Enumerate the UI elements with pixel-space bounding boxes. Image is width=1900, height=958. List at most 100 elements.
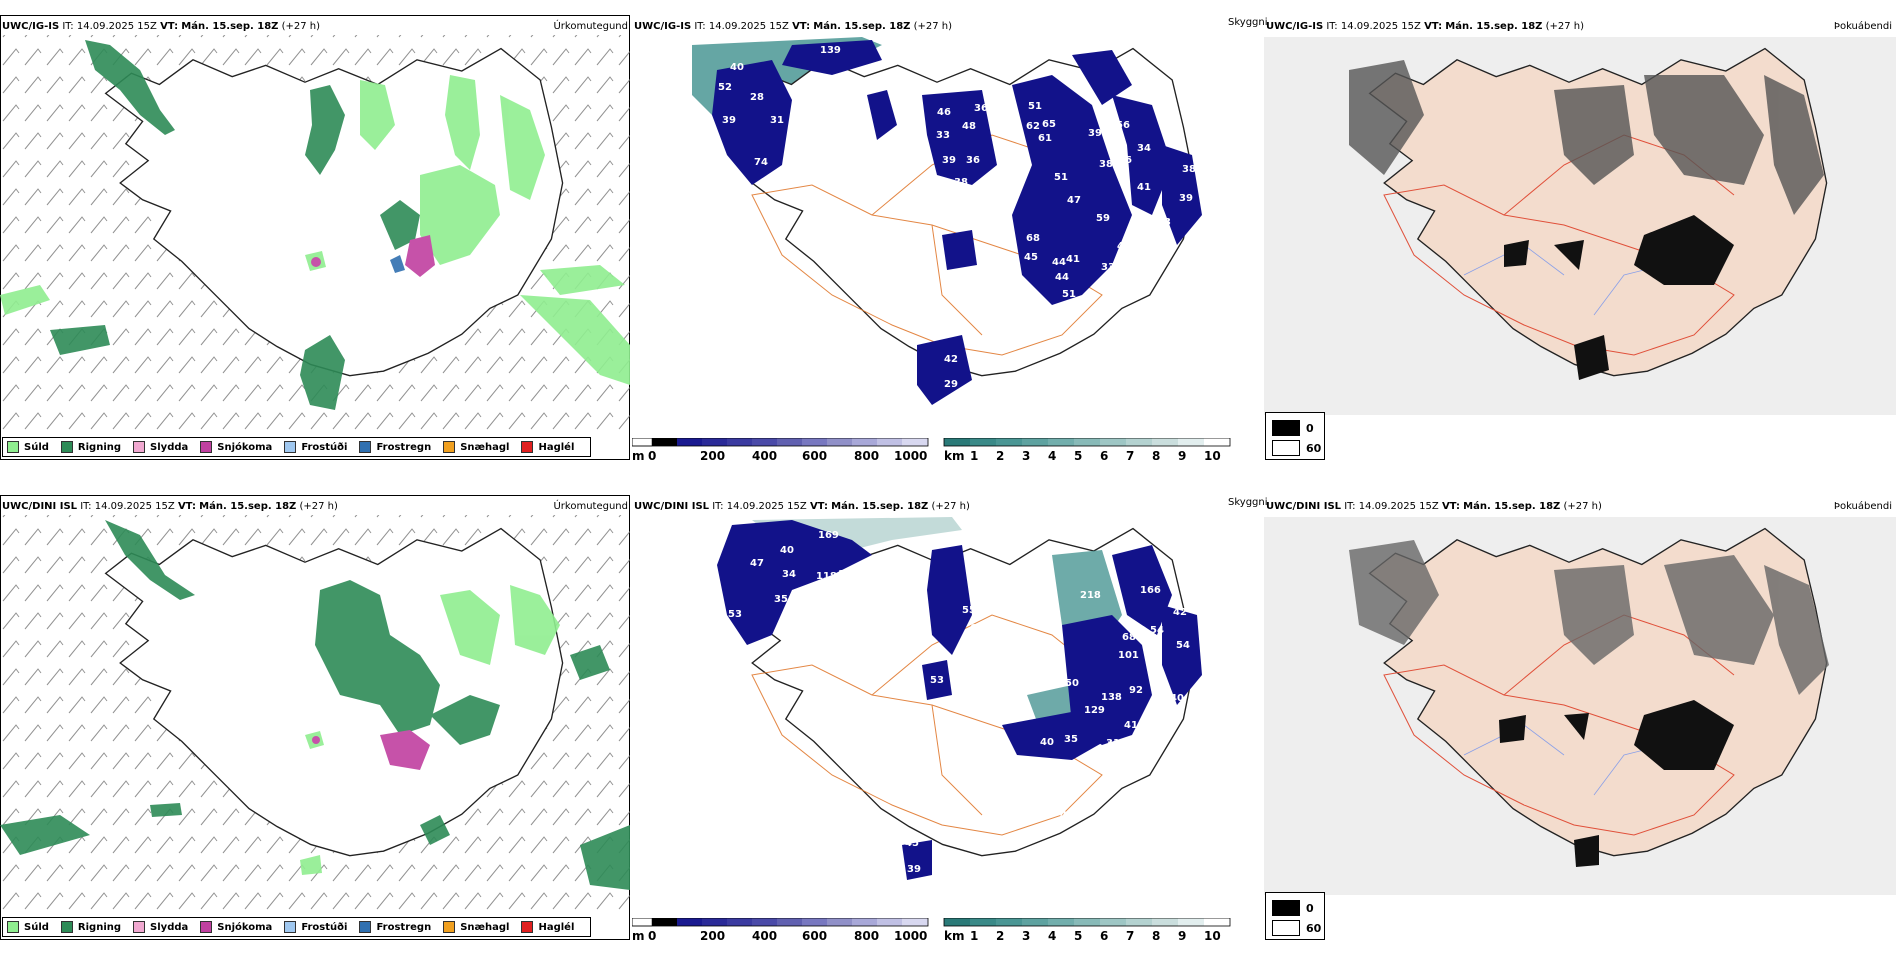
panel-header: UWC/DINI ISL IT: 14.09.2025 15Z VT: Mán.…	[1266, 501, 1602, 512]
cloud-label: 41	[1117, 241, 1131, 252]
legend-item-slydda: Slydda	[133, 441, 188, 453]
cloud-label: 68	[1122, 632, 1136, 643]
legend-label: Snæhagl	[460, 441, 510, 453]
legend-item-slydda: Slydda	[133, 921, 188, 933]
legend-item-snjokoma: Snjókoma	[200, 441, 272, 453]
cloud-label: 29	[944, 379, 958, 390]
visibility-tick: 6	[1100, 449, 1108, 463]
cloud-label: 53	[1157, 217, 1171, 228]
fog-legend-item: 0	[1272, 900, 1314, 916]
panel-title-fog: Þokuábendi	[1833, 21, 1892, 32]
legend-label: Haglél	[538, 441, 575, 453]
cloud-label: 33	[936, 130, 950, 141]
ceiling-tick: 1000	[894, 929, 927, 943]
cloud-label: 51	[1028, 101, 1042, 112]
cloud-label: 34	[1137, 143, 1151, 154]
visibility-unit: km	[944, 929, 964, 943]
cloud-label: 55	[962, 605, 976, 616]
cloud-label: 39	[1179, 193, 1193, 204]
cloud-label: 38	[1182, 164, 1196, 175]
fog-legend-item: 60	[1272, 440, 1321, 456]
cloud-label: 40	[1170, 693, 1184, 704]
it-label: IT:	[1344, 501, 1356, 512]
visibility-tick: 3	[1022, 449, 1030, 463]
vt-label: VT:	[177, 501, 196, 512]
cloud-label: 44	[1064, 770, 1078, 781]
lead-time: (+27 h)	[913, 21, 953, 32]
visibility-tick: 3	[1022, 929, 1030, 943]
visibility-tick: 7	[1126, 449, 1134, 463]
lead-time: (+27 h)	[1563, 501, 1602, 512]
legend-item-frostregn: Frostregn	[359, 441, 431, 453]
fog-legend-swatch	[1272, 900, 1300, 916]
panel-title-precip: Úrkomutegund	[553, 21, 628, 32]
precip-map	[0, 515, 630, 915]
cloud-label: 61	[1038, 133, 1052, 144]
it-value: 14.09.2025 15Z	[726, 501, 807, 512]
visibility-tick: 9	[1178, 929, 1186, 943]
legend-item-suld: Súld	[7, 921, 49, 933]
cloud-label: 66	[990, 169, 1004, 180]
legend-item-snjokoma: Snjókoma	[200, 921, 272, 933]
ceiling-colorbar: m 0 200 400 600 800 1000	[632, 918, 929, 943]
panel-title-fog: Þokuábendi	[1833, 501, 1892, 512]
cloud-label: 31	[770, 115, 784, 126]
visibility-tick: 9	[1178, 449, 1186, 463]
cloud-label: 39	[722, 115, 736, 126]
cloud-label: 42	[944, 354, 958, 365]
model-name: UWC/DINI ISL	[634, 501, 710, 512]
cloud-label: 39	[907, 864, 921, 875]
cloud-label: 59	[1096, 213, 1110, 224]
panel-header: UWC/IG-IS IT: 14.09.2025 15Z VT: Mán. 15…	[634, 21, 952, 32]
it-value: 14.09.2025 15Z	[94, 501, 175, 512]
legend-item-frostudi: Frostúði	[284, 441, 347, 453]
fog-legend-label: 60	[1306, 441, 1322, 455]
precip-legend: Súld Rigning Slydda Snjókoma Frostúði Fr…	[2, 437, 592, 457]
precip-map	[0, 35, 630, 435]
cloud-label: 40	[730, 62, 744, 73]
cloud-label: 40	[780, 545, 794, 556]
fog-legend: 0 60	[1265, 412, 1325, 460]
ceiling-colorbar: m 0 200 400 600 800 1000	[632, 438, 929, 463]
ceiling-tick: 0	[648, 929, 656, 943]
cloud-label: 35	[1064, 734, 1078, 745]
cloud-label: 44	[1052, 257, 1066, 268]
cloud-label: 48	[962, 121, 976, 132]
legend-item-haglel: Haglél	[521, 921, 574, 933]
fog-legend: 0 60	[1265, 892, 1325, 940]
legend-label: Snjókoma	[217, 921, 273, 933]
legend-swatch	[443, 441, 456, 453]
visibility-tick: 8	[1152, 929, 1160, 943]
cloud-label: 84	[997, 251, 1011, 262]
fog-panel-row1: UWC/IG-IS IT: 14.09.2025 15Z VT: Mán. 15…	[1264, 15, 1896, 477]
cloud-label: 138	[1101, 692, 1122, 703]
legend-item-rigning: Rigning	[60, 441, 121, 453]
cloud-label: 36	[974, 103, 988, 114]
ceiling-tick: 600	[802, 449, 827, 463]
it-value: 14.09.2025 15Z	[1340, 21, 1421, 32]
cloud-label: 42	[1173, 607, 1187, 618]
legend-item-suld: Súld	[7, 441, 49, 453]
cloud-label: 34	[782, 569, 796, 580]
model-name: UWC/DINI ISL	[2, 501, 78, 512]
legend-swatch	[60, 441, 73, 453]
cloud-label: 54	[1176, 640, 1190, 651]
legend-swatch	[133, 921, 146, 933]
cloud-map: 169 40 47 34 118 123 35 71 53 55 64 66 1…	[717, 517, 1202, 880]
legend-label: Frostúði	[301, 921, 348, 933]
visibility-tick: 1	[970, 929, 978, 943]
legend-swatch	[7, 921, 19, 933]
cloud-label: 33	[994, 112, 1008, 123]
cloud-label: 33	[1101, 262, 1115, 273]
cloud-label: 166	[1140, 585, 1161, 596]
legend-label: Snæhagl	[460, 921, 510, 933]
cloud-label: 169	[818, 530, 839, 541]
panel-header: UWC/DINI ISL IT: 14.09.2025 15Z VT: Mán.…	[2, 501, 338, 512]
cloud-label: 39	[1088, 128, 1102, 139]
cloud-label: 50	[1065, 678, 1079, 689]
legend-label: Frostúði	[301, 441, 348, 453]
ceiling-tick: 200	[700, 449, 725, 463]
visibility-tick: 8	[1152, 449, 1160, 463]
legend-label: Frostregn	[376, 921, 432, 933]
precip-legend: Súld Rigning Slydda Snjókoma Frostúði Fr…	[2, 917, 592, 937]
